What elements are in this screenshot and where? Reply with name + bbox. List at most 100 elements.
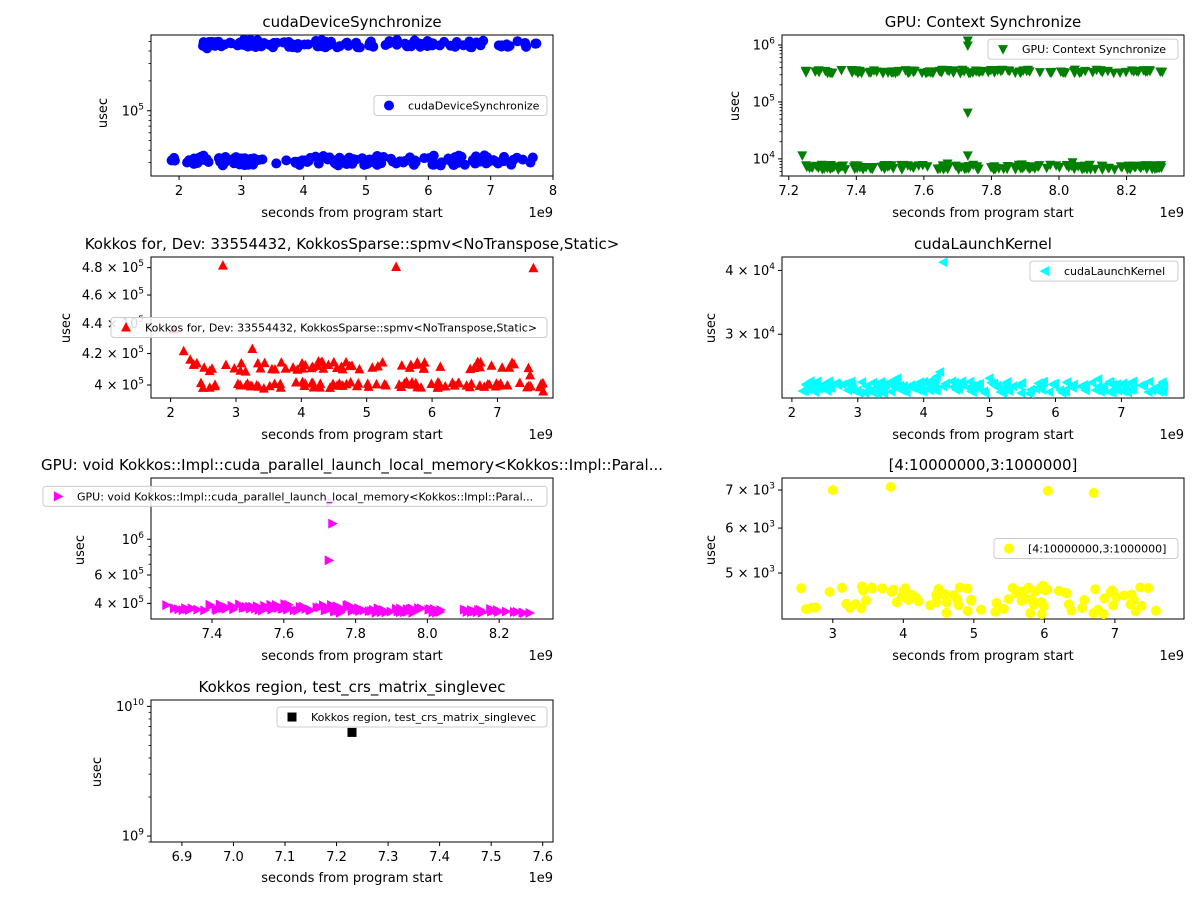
data-point (280, 599, 290, 610)
data-point (877, 583, 888, 594)
data-point (898, 585, 909, 596)
data-point (1057, 387, 1067, 398)
data-point (1099, 593, 1110, 604)
data-point (1063, 599, 1074, 610)
data-point (217, 160, 228, 171)
data-point (891, 597, 902, 608)
data-point (836, 582, 847, 593)
x-offset-label: 1e9 (528, 871, 553, 886)
data-point (499, 156, 510, 167)
panel-title: [4:10000000,3:1000000] (889, 456, 1078, 474)
data-point (509, 358, 520, 369)
legend-box (373, 95, 548, 116)
data-point (425, 38, 436, 49)
data-point (417, 603, 427, 614)
data-point (1015, 586, 1026, 597)
series-points (166, 35, 542, 171)
y-axis-label: usec (59, 313, 74, 343)
y-tick-label: 6 × 105 (94, 567, 144, 584)
x-tick-label: 8.0 (1049, 184, 1070, 199)
data-point (324, 555, 335, 566)
data-point (807, 163, 818, 173)
data-point (169, 152, 180, 163)
data-point (796, 583, 807, 594)
data-point (424, 604, 434, 615)
data-point (435, 361, 446, 371)
data-point (946, 376, 957, 387)
data-point (318, 363, 329, 373)
data-point (394, 156, 405, 167)
data-point (440, 380, 451, 391)
data-point (469, 362, 480, 373)
data-point (391, 261, 402, 271)
data-point (475, 357, 486, 367)
data-point (439, 36, 450, 47)
data-point (963, 161, 974, 172)
data-point (1097, 68, 1108, 78)
data-point (306, 377, 317, 388)
data-point (281, 155, 292, 166)
data-point (447, 377, 458, 388)
data-point (277, 603, 288, 614)
data-point (347, 727, 357, 737)
data-point (489, 605, 500, 616)
data-point (1154, 386, 1164, 397)
data-point (1122, 165, 1133, 175)
legend-box (276, 706, 548, 728)
data-point (1067, 382, 1077, 393)
data-point (341, 356, 352, 367)
data-point (985, 66, 996, 76)
series-points (347, 727, 357, 737)
data-point (162, 600, 172, 611)
data-point (213, 604, 224, 615)
x-tick-label: 7 (1117, 406, 1125, 421)
data-point (1002, 164, 1013, 175)
legend-label: GPU: Context Synchronize (1022, 43, 1166, 56)
x-tick-label: 4 (297, 406, 305, 421)
data-point (922, 383, 933, 394)
data-point (496, 41, 507, 52)
data-point (1061, 377, 1072, 388)
x-tick-label: 4 (300, 184, 308, 199)
data-point (222, 602, 232, 613)
data-point (235, 39, 246, 50)
data-point (1081, 164, 1092, 175)
data-point (247, 343, 258, 354)
data-point (1128, 594, 1139, 605)
data-point (305, 604, 316, 615)
legend-marker (121, 322, 131, 332)
data-point (1063, 163, 1074, 173)
data-point (391, 35, 402, 45)
data-point (825, 68, 836, 79)
data-point (805, 376, 815, 387)
x-tick-label: 8.2 (1116, 184, 1137, 199)
series-points (168, 260, 549, 396)
data-point (1060, 68, 1071, 79)
data-point (1086, 377, 1097, 388)
data-point (323, 359, 334, 370)
data-point (229, 362, 240, 373)
panel-range-4-3: [4:10000000,3:1000000] seconds from prog… (704, 456, 1185, 664)
series-points (162, 497, 536, 619)
data-point (321, 153, 332, 164)
data-point (199, 362, 210, 372)
data-point (1115, 162, 1126, 172)
y-axis-label: usec (704, 313, 719, 343)
panel-gpu-context-synchronize: GPU: Context Synchronize seconds from pr… (728, 13, 1185, 221)
data-point (1120, 67, 1131, 78)
data-point (962, 606, 973, 617)
data-point (962, 41, 973, 52)
data-point (236, 357, 247, 368)
data-point (351, 37, 362, 48)
data-point (801, 604, 812, 615)
x-tick-label: 7 (487, 184, 495, 199)
data-point (207, 363, 218, 373)
data-point (284, 41, 295, 52)
data-point (1007, 381, 1018, 392)
data-point (466, 378, 477, 388)
data-point (462, 607, 473, 618)
panel-title: Kokkos region, test_crs_matrix_singlevec (198, 678, 505, 697)
data-point (1077, 602, 1088, 613)
legend-marker (287, 712, 297, 722)
data-point (404, 362, 415, 372)
